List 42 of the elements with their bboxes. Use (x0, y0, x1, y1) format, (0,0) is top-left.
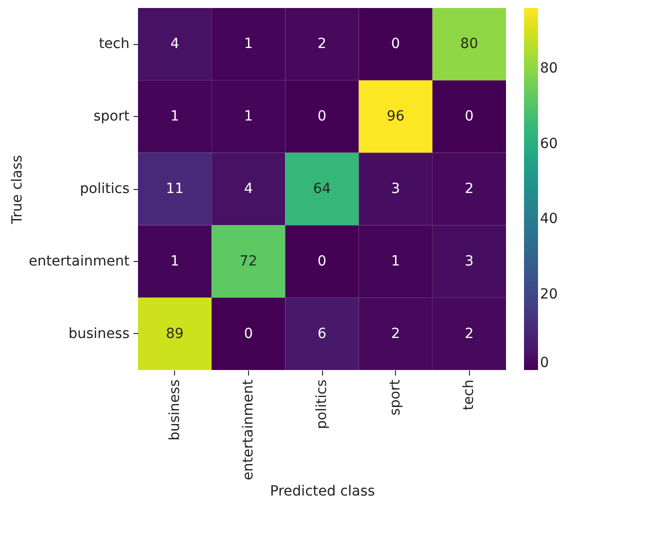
x-tick-label: sport (388, 379, 404, 416)
x-axis-title: Predicted class (270, 483, 375, 500)
color-bar-label: 80 (540, 60, 558, 76)
data-label: 72 (239, 253, 258, 270)
x-tick-label: tech (461, 380, 478, 410)
data-label: 0 (318, 253, 326, 270)
data-label: 11 (166, 181, 184, 197)
y-tick-label: business (68, 326, 130, 342)
color-bar-label: 0 (540, 355, 549, 371)
data-label: 0 (391, 36, 400, 52)
y-tick-label: sport (94, 108, 130, 125)
x-tick-label: politics (314, 380, 330, 430)
data-label: 1 (170, 253, 180, 270)
data-label: 64 (313, 181, 331, 197)
color-bar-label: 20 (540, 286, 558, 303)
data-label: 6 (318, 326, 327, 342)
data-label: 0 (244, 326, 253, 342)
x-tick-label: business (166, 380, 183, 441)
data-label: 0 (464, 108, 474, 125)
data-label: 1 (244, 36, 253, 52)
y-tick-label: tech (98, 36, 130, 52)
y-tick-label: politics (80, 181, 130, 197)
x-tick-label: entertainment (240, 378, 256, 480)
data-label: 3 (464, 253, 474, 270)
data-label: 80 (460, 36, 478, 52)
data-label: 4 (244, 181, 253, 197)
data-label: 4 (170, 36, 180, 52)
data-label: 0 (318, 108, 326, 125)
color-bar-label: 40 (540, 211, 558, 228)
y-axis-title: True class (10, 155, 26, 225)
data-label: 96 (386, 108, 405, 125)
data-label: 2 (464, 326, 474, 342)
y-tick-label: entertainment (28, 253, 130, 270)
data-label: 1 (170, 108, 180, 125)
data-label: 1 (244, 108, 253, 125)
data-label: 2 (318, 36, 326, 52)
data-label: 2 (464, 181, 474, 197)
color-bar-label: 60 (540, 136, 558, 152)
data-label: 1 (391, 253, 400, 270)
data-label: 3 (391, 181, 400, 197)
data-label: 2 (391, 326, 400, 342)
data-label: 89 (166, 326, 184, 342)
